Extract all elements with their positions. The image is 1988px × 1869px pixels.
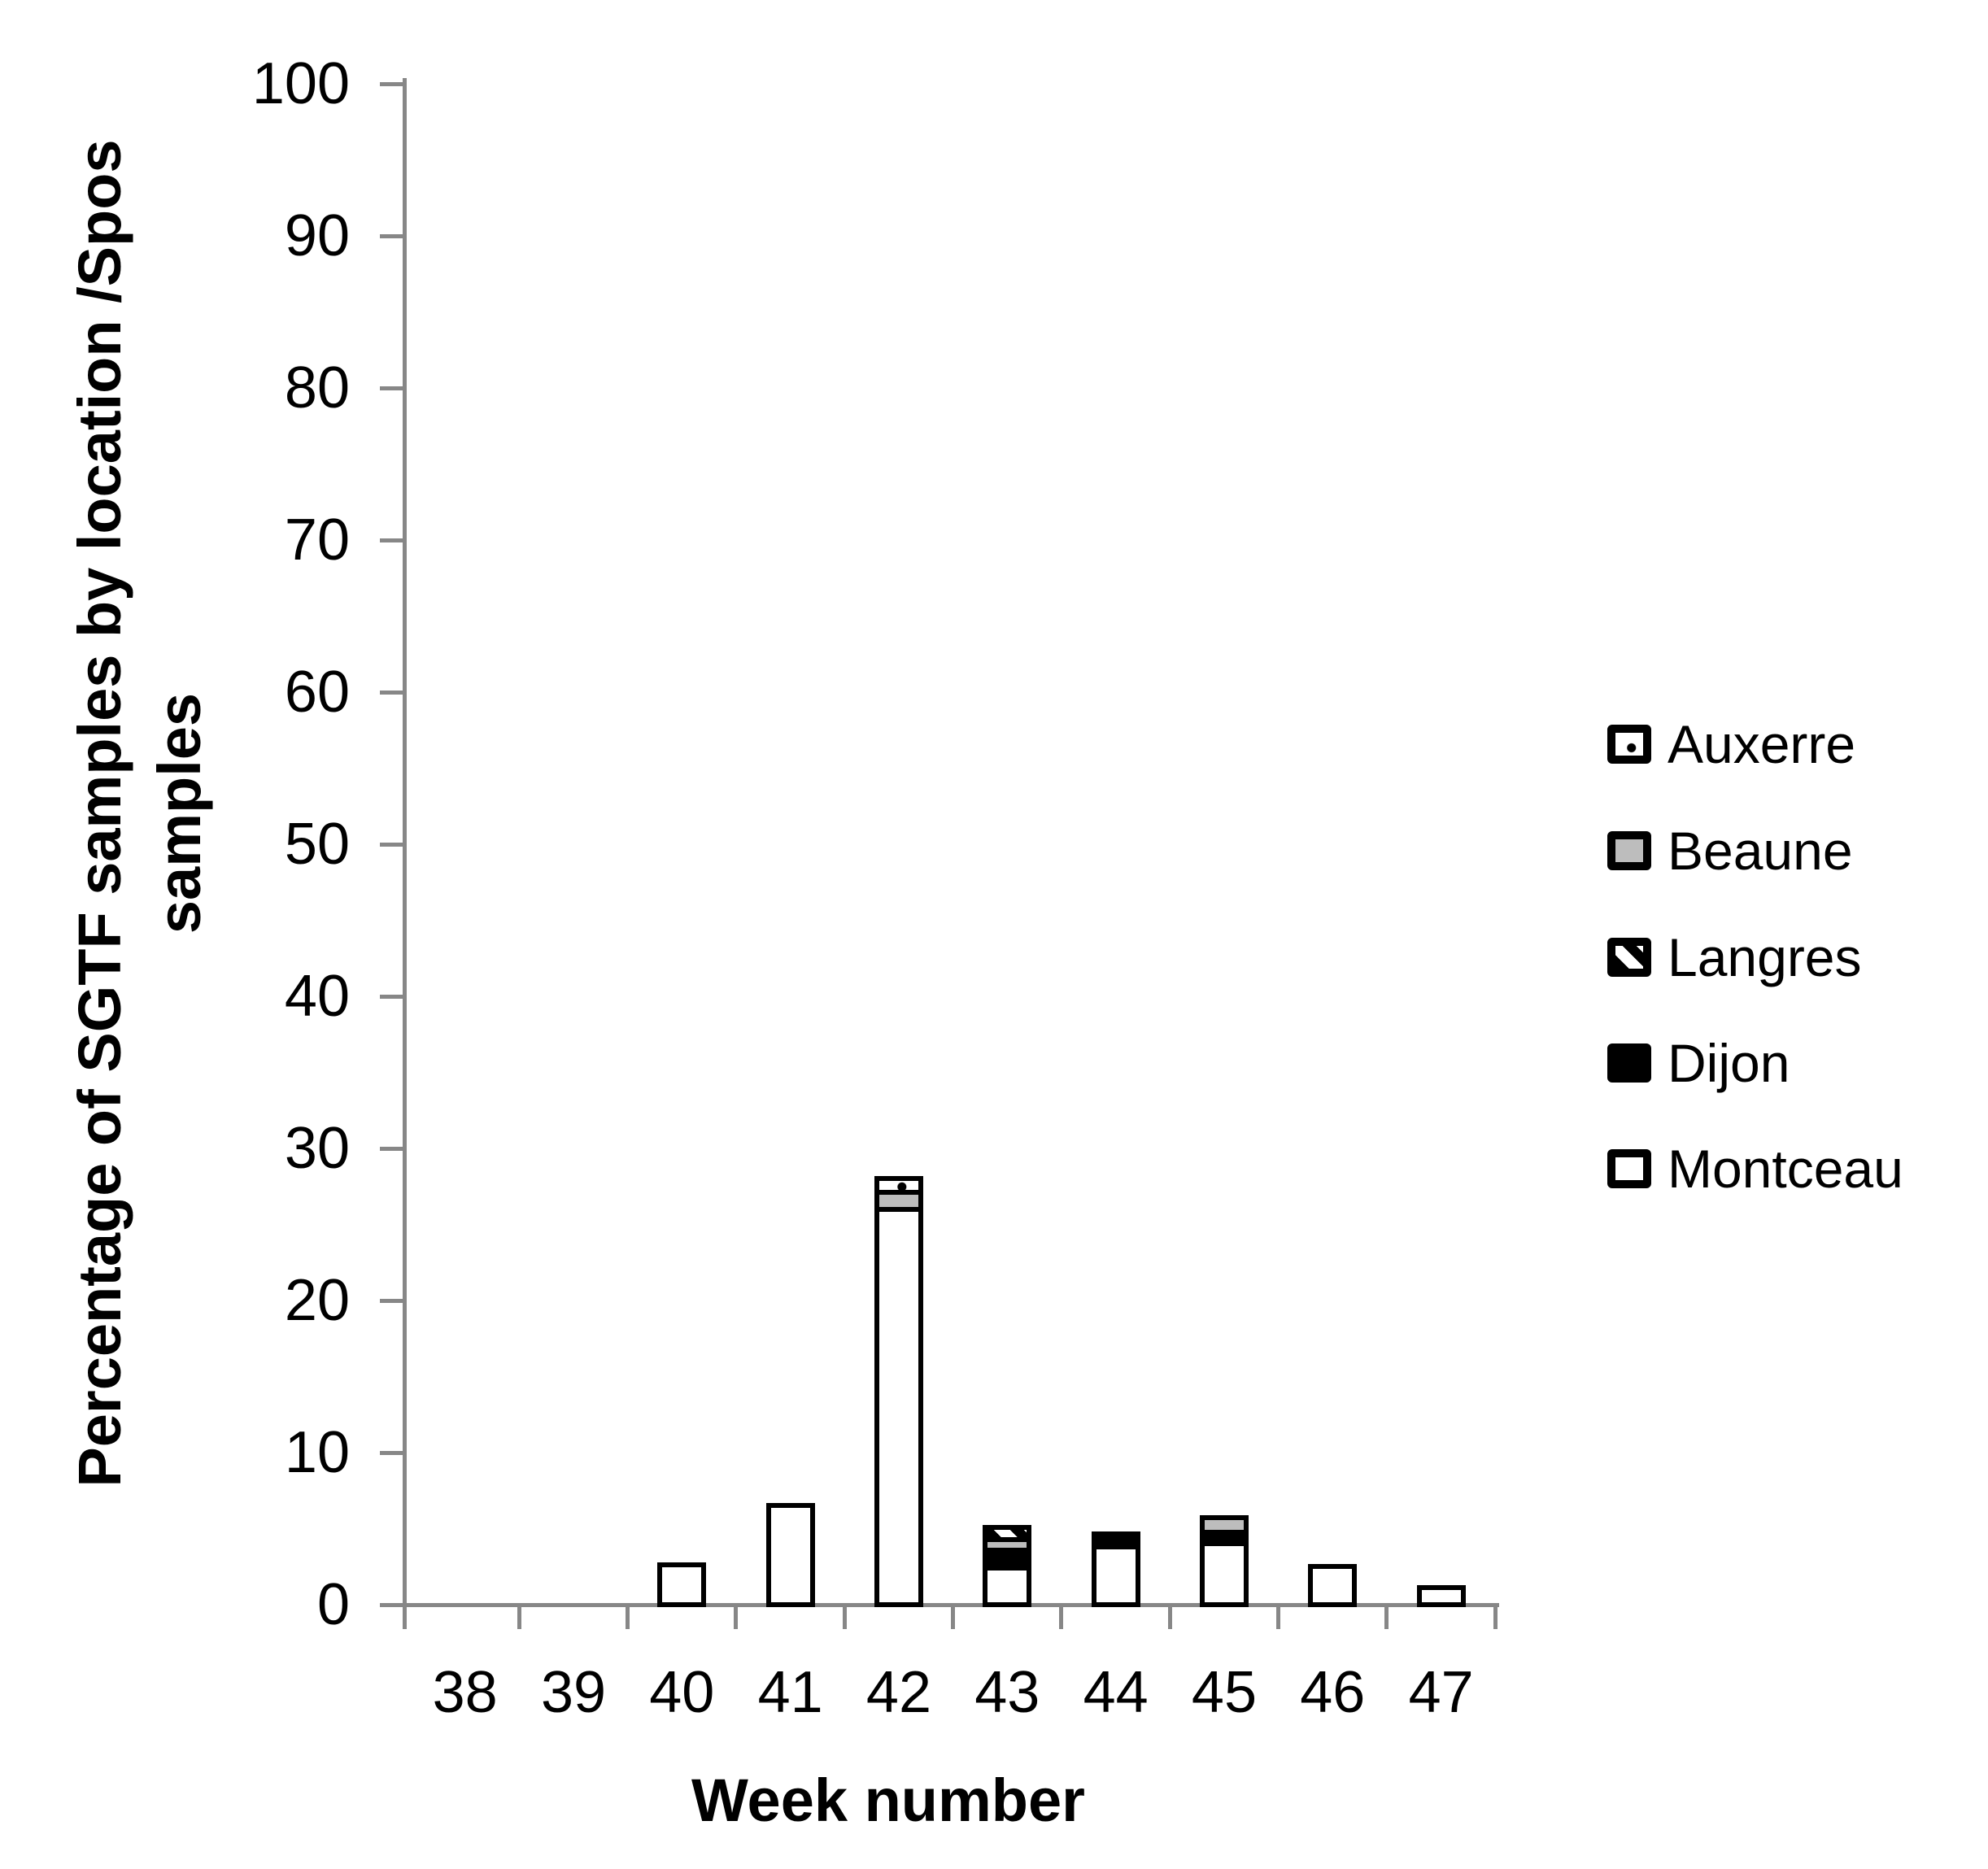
bar-week-43: [983, 1525, 1032, 1607]
bar-segment-montceau-week-41: [770, 1508, 810, 1602]
x-axis-tick: [1384, 1605, 1389, 1629]
bar-segment-auxerre-week-42: [878, 1181, 918, 1191]
y-axis-title: Percentage of SGTF samples by location /…: [60, 41, 220, 1586]
legend-label-dijon: Dijon: [1668, 1033, 1790, 1093]
y-axis-tick: [380, 234, 403, 238]
bar-segment-beaune-week-45: [1204, 1520, 1244, 1531]
legend-swatch-dijon: [1607, 1043, 1651, 1083]
bar-week-42: [874, 1176, 923, 1607]
y-tick-label: 100: [251, 51, 350, 116]
legend-swatch-auxerre: [1607, 725, 1651, 764]
bar-week-40: [657, 1562, 707, 1607]
x-axis-title: Week number: [691, 1767, 1085, 1834]
x-axis-tick: [842, 1605, 847, 1629]
x-tick-label-week-47: 47: [1408, 1660, 1474, 1725]
x-axis-tick: [517, 1605, 521, 1629]
x-axis-tick: [1059, 1605, 1064, 1629]
x-tick-label-week-38: 38: [432, 1660, 498, 1725]
bar-week-45: [1199, 1515, 1249, 1607]
bar-segment-dijon-week-44: [1096, 1536, 1136, 1544]
y-tick-label: 80: [284, 355, 350, 420]
bar-segment-dijon-week-45: [1204, 1530, 1244, 1542]
bar-segment-dijon-week-43: [987, 1547, 1027, 1566]
y-tick-label: 90: [284, 203, 350, 268]
x-axis-line: [403, 1603, 1499, 1607]
x-axis-tick: [1493, 1605, 1498, 1629]
bar-segment-montceau-week-42: [878, 1206, 918, 1602]
y-axis-title-line-1: Percentage of SGTF samples by location /…: [66, 139, 133, 1488]
bar-segment-langres-week-43: [987, 1530, 1027, 1537]
legend-label-montceau: Montceau: [1668, 1139, 1903, 1199]
y-axis-tick: [380, 1451, 403, 1455]
x-tick-label-week-42: 42: [865, 1660, 932, 1725]
legend-item-montceau: Montceau: [1607, 1142, 1903, 1196]
legend-label-langres: Langres: [1668, 927, 1862, 987]
y-axis-title-line-2: samples: [146, 692, 213, 934]
bar-week-46: [1308, 1563, 1358, 1607]
bar-week-41: [765, 1503, 815, 1607]
bar-segment-beaune-week-42: [878, 1190, 918, 1207]
legend-item-langres: Langres: [1607, 930, 1862, 984]
y-axis-tick: [380, 1147, 403, 1151]
bar-segment-montceau-week-40: [662, 1566, 702, 1602]
x-tick-label-week-44: 44: [1083, 1660, 1149, 1725]
bar-segment-montceau-week-47: [1421, 1590, 1461, 1602]
legend-swatch-beaune: [1607, 831, 1651, 870]
bar-segment-beaune-week-43: [987, 1536, 1027, 1548]
y-tick-label: 50: [284, 812, 350, 877]
y-tick-label: 30: [284, 1116, 350, 1181]
x-axis-tick: [1167, 1605, 1172, 1629]
legend-label-beaune: Beaune: [1668, 821, 1853, 881]
x-tick-label-week-41: 41: [757, 1660, 823, 1725]
x-axis-tick: [1276, 1605, 1281, 1629]
legend-label-auxerre: Auxerre: [1668, 714, 1856, 774]
bar-week-47: [1416, 1585, 1466, 1607]
y-axis-tick: [380, 843, 403, 847]
x-tick-label-week-40: 40: [649, 1660, 715, 1725]
y-axis-tick: [380, 691, 403, 695]
y-axis-tick: [380, 1603, 403, 1607]
bar-segment-montceau-week-45: [1204, 1541, 1244, 1602]
y-axis-line: [403, 78, 407, 1629]
bar-week-44: [1091, 1531, 1140, 1607]
y-tick-label: 0: [316, 1572, 350, 1637]
y-tick-label: 70: [284, 508, 350, 573]
legend-swatch-langres: [1607, 938, 1651, 977]
x-tick-label-week-45: 45: [1191, 1660, 1257, 1725]
y-axis-tick: [380, 1299, 403, 1303]
legend-item-beaune: Beaune: [1607, 824, 1853, 878]
bar-segment-montceau-week-44: [1096, 1544, 1136, 1602]
legend-swatch-montceau: [1607, 1149, 1651, 1188]
bar-segment-montceau-week-46: [1313, 1568, 1353, 1602]
legend-item-dijon: Dijon: [1607, 1036, 1790, 1090]
x-axis-tick: [734, 1605, 739, 1629]
x-axis-tick: [951, 1605, 956, 1629]
y-axis-tick: [380, 82, 403, 86]
bar-segment-montceau-week-43: [987, 1566, 1027, 1602]
x-axis-tick: [626, 1605, 630, 1629]
y-axis-tick: [380, 386, 403, 390]
y-tick-label: 40: [284, 964, 350, 1029]
x-tick-label-week-46: 46: [1300, 1660, 1366, 1725]
x-tick-label-week-43: 43: [974, 1660, 1040, 1725]
legend-item-auxerre: Auxerre: [1607, 717, 1855, 771]
y-axis-tick: [380, 995, 403, 999]
y-axis-tick: [380, 538, 403, 542]
y-tick-label: 20: [284, 1268, 350, 1333]
y-tick-label: 10: [284, 1420, 350, 1485]
x-tick-label-week-39: 39: [540, 1660, 607, 1725]
y-tick-label: 60: [284, 660, 350, 725]
